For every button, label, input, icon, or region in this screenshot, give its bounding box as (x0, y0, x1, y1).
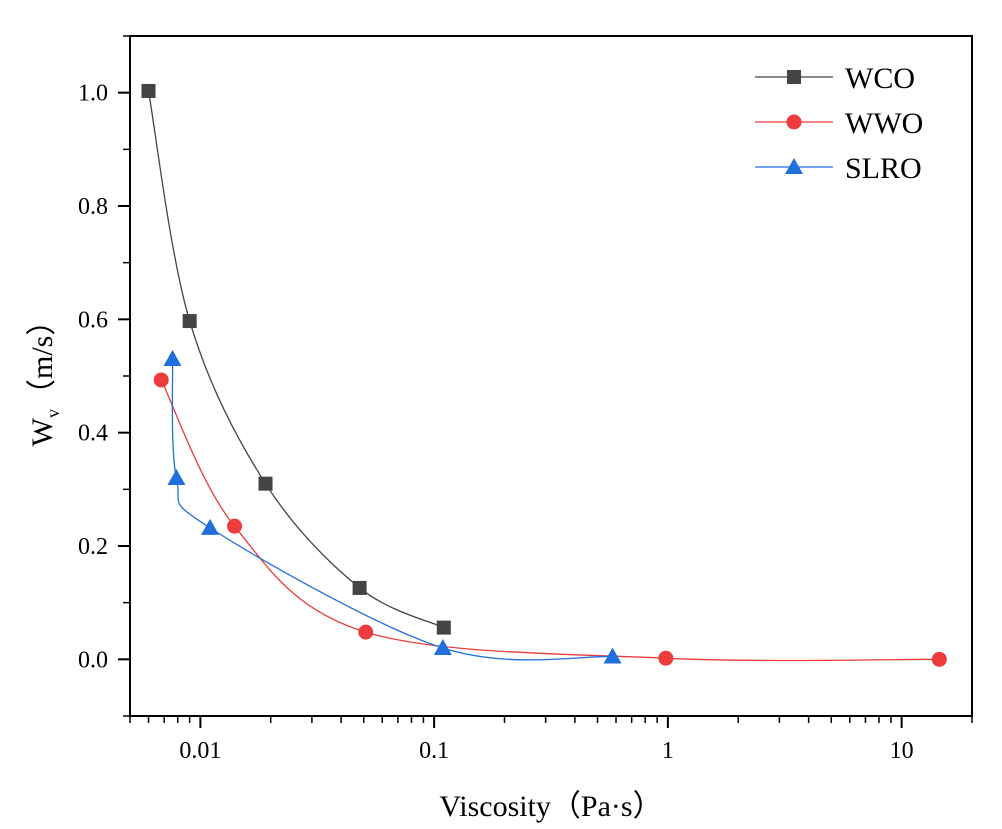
data-point-wco (258, 476, 273, 491)
data-point-wco (352, 580, 367, 595)
y-tick-label: 0.0 (78, 647, 108, 673)
data-point-wco (436, 620, 451, 635)
series-line-wwo (160, 379, 940, 662)
x-tick-label: 0.1 (419, 738, 449, 764)
data-point-wwo (931, 651, 947, 667)
data-point-wwo (658, 650, 674, 666)
y-tick-label: 0.2 (78, 534, 108, 560)
legend-label-wco: WCO (845, 62, 915, 95)
axis-ticks (118, 35, 973, 728)
y-tick-label: 0.4 (78, 421, 108, 447)
data-point-slro (433, 639, 452, 655)
data-point-slro (163, 350, 182, 366)
legend-label-wwo: WWO (845, 107, 923, 140)
data-point-slro (603, 647, 622, 664)
data-point-slro (167, 469, 186, 485)
y-tick-label: 0.6 (78, 307, 108, 333)
y-axis-title-sub: v (43, 409, 63, 418)
series-curves (147, 90, 940, 662)
legend-marker-wco (787, 70, 801, 84)
y-axis-title-main: W (26, 417, 59, 446)
legend-marker-slro (785, 158, 803, 174)
x-tick-label: 10 (890, 738, 914, 764)
data-point-slro (201, 518, 220, 535)
y-axis-title-unit: （m/s） (26, 306, 59, 409)
series-line-slro (171, 358, 613, 661)
y-axis-title: Wv（m/s） (26, 306, 63, 447)
x-tick-label: 1 (662, 738, 674, 764)
y-tick-label: 0.8 (78, 194, 108, 220)
series-line-wco (147, 90, 445, 629)
series-markers (141, 83, 947, 667)
legend-label-slro: SLRO (845, 152, 922, 185)
data-point-wwo (358, 624, 374, 640)
data-point-wwo (227, 518, 243, 534)
legend-marker-wwo (786, 114, 802, 130)
data-point-wwo (153, 372, 169, 388)
x-tick-label: 0.01 (179, 738, 221, 764)
data-point-wco (182, 314, 197, 329)
data-point-wco (141, 83, 156, 98)
legend: WCO WWO SLRO (755, 62, 923, 185)
axis-tick-labels: 0.01 0.1 1 10 0.0 0.2 0.4 0.6 0.8 1.0 (78, 81, 914, 764)
y-tick-label: 1.0 (78, 81, 108, 107)
x-axis-title: Viscosity（Pa·s） (439, 790, 662, 823)
